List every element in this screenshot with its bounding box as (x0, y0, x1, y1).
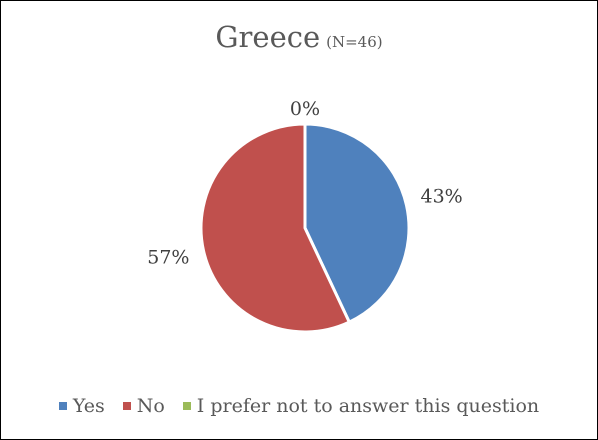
legend: Yes No I prefer not to answer this questio… (0, 392, 598, 420)
data-label-i-prefer-not-to-answer-this-question: 0% (290, 98, 320, 120)
legend-swatch-no (123, 402, 131, 410)
data-label-no: 57% (147, 247, 189, 269)
legend-swatch-i-prefer-not-to-answer-this-question (183, 402, 191, 410)
legend-item-i-prefer-not-to-answer-this-question: I prefer not to answer this question (183, 395, 539, 417)
legend-label-yes: Yes (73, 395, 105, 417)
legend-swatch-yes (59, 402, 67, 410)
legend-item-no: No (123, 395, 165, 417)
legend-label-i-prefer-not-to-answer-this-question: I prefer not to answer this question (197, 395, 539, 417)
legend-item-yes: Yes (59, 395, 105, 417)
legend-label-no: No (137, 395, 165, 417)
data-label-yes: 43% (421, 185, 463, 207)
